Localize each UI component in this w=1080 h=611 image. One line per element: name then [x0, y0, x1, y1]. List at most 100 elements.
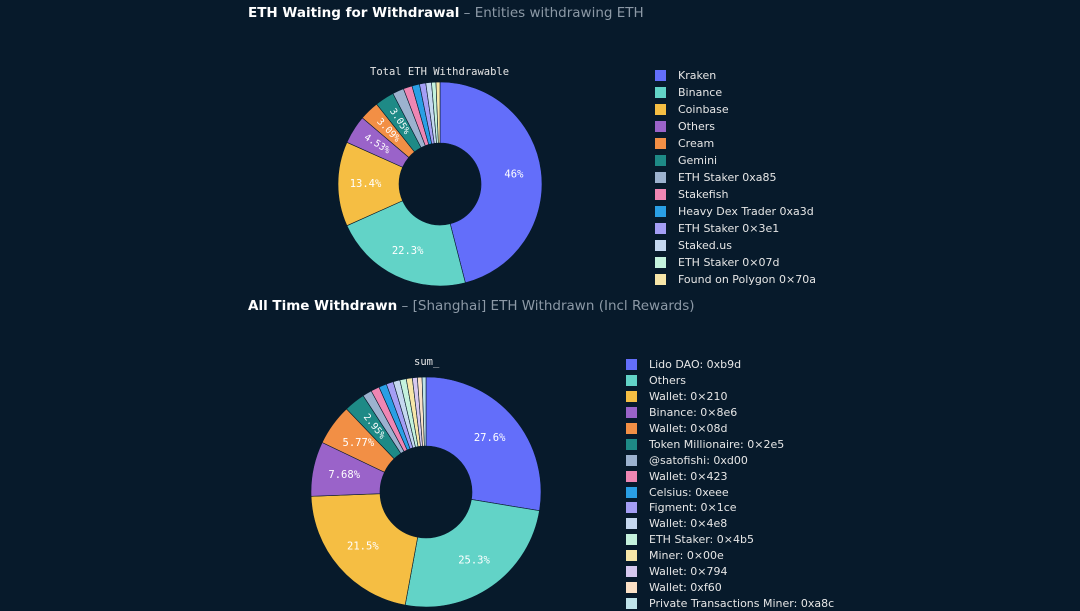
- legend-item-satofishi-0xd00[interactable]: @satofishi: 0xd00: [626, 452, 834, 468]
- legend-swatch: [626, 359, 637, 371]
- legend-item-others[interactable]: Others: [655, 118, 816, 135]
- legend-label: Wallet: 0×210: [649, 390, 728, 404]
- legend-label: Cream: [678, 137, 715, 150]
- legend-swatch: [626, 581, 637, 593]
- slice-label-wallet-0-08d: 5.77%: [343, 437, 375, 449]
- legend-item-kraken[interactable]: Kraken: [655, 67, 816, 84]
- chart-title-total-withdrawable: Total ETH Withdrawable: [370, 66, 510, 78]
- legend-label: @satofishi: 0xd00: [649, 453, 748, 467]
- legend-label: Found on Polygon 0×70a: [678, 273, 816, 286]
- legend-item-binance[interactable]: Binance: [655, 84, 816, 101]
- legend-item-wallet-0-210[interactable]: Wallet: 0×210: [626, 389, 834, 405]
- legend-label: Binance: 0×8e6: [649, 406, 738, 420]
- legend-item-staked-us[interactable]: Staked.us: [655, 237, 816, 254]
- pie-slice-lido-dao-0xb9d[interactable]: [425, 376, 542, 512]
- legend-item-wallet-0-794[interactable]: Wallet: 0×794: [626, 564, 834, 580]
- legend-swatch: [626, 423, 637, 434]
- legend-swatch: [655, 138, 666, 149]
- legend-swatch: [626, 454, 637, 466]
- section-title-main: ETH Waiting for Withdrawal: [248, 5, 460, 21]
- legend-withdrawn: Lido DAO: 0xb9d Others Wallet: 0×210 Binanc…: [626, 357, 834, 611]
- legend-swatch: [655, 121, 666, 132]
- donut-chart-withdrawable: 46%22.3%13.4%4.53%3.09%3.05%: [337, 81, 543, 287]
- legend-swatch: [655, 70, 666, 81]
- legend-item-wallet-0xf60[interactable]: Wallet: 0xf60: [626, 579, 834, 595]
- legend-item-eth-staker-0-4b5[interactable]: ETH Staker: 0×4b5: [626, 532, 834, 548]
- section-title-main: All Time Withdrawn: [248, 298, 398, 314]
- legend-label: Lido DAO: 0xb9d: [649, 358, 742, 372]
- legend-item-cream[interactable]: Cream: [655, 135, 816, 152]
- legend-swatch: [655, 104, 666, 115]
- section-title-sep: –: [459, 5, 475, 21]
- legend-item-binance-0-8e6[interactable]: Binance: 0×8e6: [626, 405, 834, 421]
- legend-swatch: [655, 189, 666, 200]
- legend-label: Wallet: 0xf60: [649, 580, 722, 594]
- legend-swatch: [655, 206, 666, 217]
- legend-label: Coinbase: [678, 103, 729, 116]
- legend-label: Others: [649, 374, 686, 388]
- slice-label-others: 25.3%: [458, 554, 490, 566]
- legend-swatch: [626, 518, 637, 530]
- legend-swatch: [655, 172, 666, 183]
- legend-item-miner-0-00e[interactable]: Miner: 0×00e: [626, 548, 834, 564]
- legend-label: Gemini: [678, 154, 718, 167]
- legend-swatch: [655, 87, 666, 98]
- legend-item-eth-staker-0-3e1[interactable]: ETH Staker 0×3e1: [655, 220, 816, 237]
- legend-label: ETH Staker 0×3e1: [678, 222, 780, 235]
- slice-label-coinbase: 13.4%: [350, 178, 382, 190]
- legend-swatch: [626, 438, 637, 450]
- slice-label-binance-0-8e6: 7.68%: [328, 469, 360, 481]
- pie-slice-wallet-0-210[interactable]: [310, 493, 419, 606]
- legend-swatch: [655, 155, 666, 166]
- pie-slice-binance[interactable]: [346, 200, 466, 287]
- legend-item-token-millionaire-0-2e5[interactable]: Token Millionaire: 0×2e5: [626, 436, 834, 452]
- legend-label: Figment: 0×1ce: [649, 501, 737, 515]
- legend-item-gemini[interactable]: Gemini: [655, 152, 816, 169]
- slice-label-kraken: 46%: [504, 169, 524, 181]
- legend-label: Staked.us: [678, 239, 732, 252]
- legend-swatch: [626, 534, 637, 546]
- legend-label: Wallet: 0×423: [649, 469, 728, 483]
- legend-swatch: [626, 566, 637, 578]
- legend-label: Private Transactions Miner: 0xa8c: [649, 596, 835, 610]
- legend-item-celsius-0xeee[interactable]: Celsius: 0xeee: [626, 484, 834, 500]
- legend-label: ETH Staker: 0×4b5: [649, 533, 754, 547]
- legend-item-eth-staker-0xa85[interactable]: ETH Staker 0xa85: [655, 169, 816, 186]
- legend-item-others[interactable]: Others: [626, 373, 834, 389]
- section-title-sub: Entities withdrawing ETH: [474, 5, 644, 21]
- legend-item-wallet-0-423[interactable]: Wallet: 0×423: [626, 468, 834, 484]
- legend-label: Stakefish: [678, 188, 729, 201]
- legend-label: Token Millionaire: 0×2e5: [649, 437, 785, 451]
- legend-label: Miner: 0×00e: [649, 549, 724, 563]
- pie-slice-found-on-polygon-0-70a[interactable]: [435, 81, 441, 144]
- legend-item-private-transactions-miner-0xa8c[interactable]: Private Transactions Miner: 0xa8c: [626, 595, 834, 611]
- legend-swatch: [626, 391, 637, 403]
- pie-slice-others[interactable]: [404, 499, 540, 608]
- legend-label: Wallet: 0×08d: [649, 422, 728, 435]
- legend-label: Kraken: [678, 69, 717, 82]
- legend-item-eth-staker-0-07d[interactable]: ETH Staker 0×07d: [655, 254, 816, 271]
- legend-item-found-on-polygon-0-70a[interactable]: Found on Polygon 0×70a: [655, 271, 816, 288]
- pie-slice-private-transactions-miner-0xa8c[interactable]: [421, 376, 427, 447]
- legend-swatch: [626, 597, 637, 609]
- legend-swatch: [626, 550, 637, 562]
- legend-item-stakefish[interactable]: Stakefish: [655, 186, 816, 203]
- slice-label-lido-dao-0xb9d: 27.6%: [474, 432, 506, 444]
- legend-item-wallet-0-08d[interactable]: Wallet: 0×08d: [626, 421, 834, 437]
- section-title-withdrawal: ETH Waiting for Withdrawal – Entities wi…: [248, 5, 644, 21]
- legend-item-heavy-dex-trader-0xa3d[interactable]: Heavy Dex Trader 0xa3d: [655, 203, 816, 220]
- slice-label-wallet-0-210: 21.5%: [347, 541, 379, 553]
- legend-item-lido-dao-0xb9d[interactable]: Lido DAO: 0xb9d: [626, 357, 834, 373]
- donut-chart-withdrawn: 27.6%25.3%21.5%7.68%5.77%2.95%: [310, 376, 542, 608]
- legend-item-coinbase[interactable]: Coinbase: [655, 101, 816, 118]
- legend-item-wallet-0-4e8[interactable]: Wallet: 0×4e8: [626, 516, 834, 532]
- section-title-withdrawn: All Time Withdrawn – [Shanghai] ETH With…: [248, 298, 695, 314]
- legend-swatch: [626, 470, 637, 482]
- legend-label: Heavy Dex Trader 0xa3d: [678, 205, 814, 218]
- pie-slice-kraken[interactable]: [439, 81, 543, 284]
- legend-swatch: [626, 502, 637, 514]
- legend-item-figment-0-1ce[interactable]: Figment: 0×1ce: [626, 500, 834, 516]
- legend-label: Binance: [678, 86, 723, 99]
- legend-label: ETH Staker 0xa85: [678, 171, 777, 184]
- legend-label: Celsius: 0xeee: [649, 485, 729, 499]
